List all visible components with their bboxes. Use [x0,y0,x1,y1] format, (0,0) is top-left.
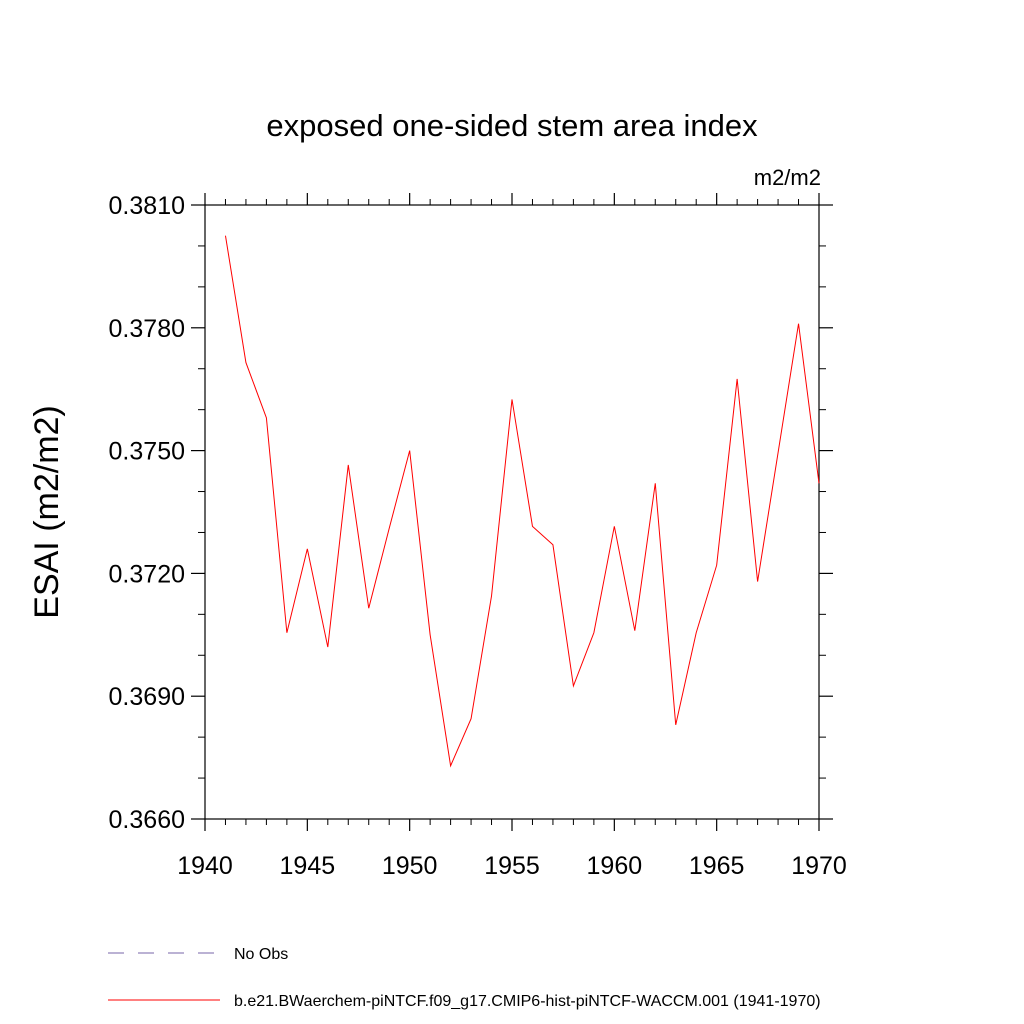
x-tick-label: 1960 [587,852,643,880]
x-tick-label: 1965 [689,852,745,880]
x-tick-label: 1950 [382,852,438,880]
y-axis-label: ESAI (m2/m2) [28,405,66,618]
x-tick-label: 1955 [484,852,540,880]
y-tick-label: 0.3810 [109,192,185,220]
y-tick-label: 0.3750 [109,438,185,466]
axis-ticks [191,193,833,831]
x-tick-label: 1970 [791,852,847,880]
x-tick-label: 1945 [280,852,336,880]
series-line [224,235,820,768]
y-tick-label: 0.3780 [109,315,185,343]
plot-frame [204,204,820,820]
legend: No Obs b.e21.BWaerchem-piNTCF.f09_g17.CMI… [108,946,821,1010]
legend-label: No Obs [234,946,288,963]
y-tick-label: 0.3720 [109,560,185,588]
tick-labels: 1940 1945 1950 1955 1960 1965 1970 0.3660 0.3690… [109,192,847,880]
y-tick-label: 0.3660 [109,806,185,834]
chart-title: exposed one-sided stem area index [266,108,758,143]
legend-label: b.e21.BWaerchem-piNTCF.f09_g17.CMIP6-his… [234,993,821,1010]
x-tick-label: 1940 [177,852,233,880]
series-layer [224,235,820,768]
units-label: m2/m2 [754,165,821,190]
y-tick-label: 0.3690 [109,683,185,711]
